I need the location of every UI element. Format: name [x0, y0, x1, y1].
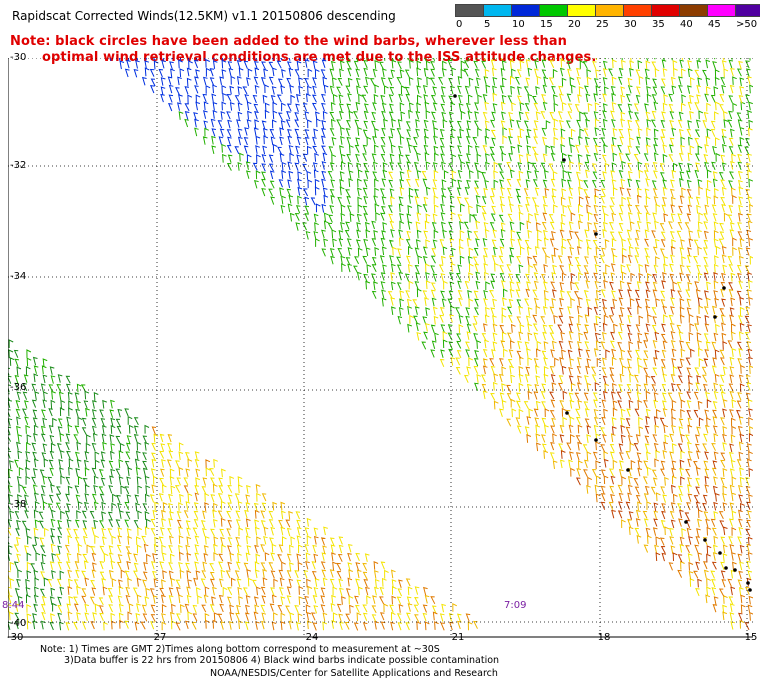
wind-barb-group: [67, 187, 753, 631]
footer-line-2: 3)Data buffer is 22 hrs from 20150806 4)…: [64, 655, 500, 666]
wind-barb-group: [8, 58, 753, 631]
contamination-dot: [748, 588, 752, 592]
contamination-dot: [626, 468, 630, 472]
footer-notes: Note: 1) Times are GMT 2)Times along bot…: [40, 644, 499, 666]
lon-label-21: -21: [448, 632, 465, 643]
legend-label: 20: [568, 19, 581, 30]
lat-label-40: -40: [10, 618, 27, 629]
legend-label: 35: [652, 19, 665, 30]
legend-label: 5: [484, 19, 491, 30]
contamination-dot: [562, 158, 566, 162]
legend-label: 25: [596, 19, 609, 30]
contamination-dot: [453, 94, 457, 98]
lat-label-38: -38: [10, 499, 27, 510]
wind-barb-map: [8, 58, 753, 638]
lon-label-27: -27: [150, 632, 167, 643]
lat-lon-grid: [8, 58, 753, 638]
legend-labels: 0 5 10 15 20 25 30 35 40 45 >50 knots: [455, 17, 760, 31]
contamination-dot: [565, 411, 569, 415]
wind-barb-group: [64, 186, 753, 631]
contamination-dot: [746, 581, 750, 585]
contamination-dot: [718, 551, 722, 555]
legend-swatch: [567, 4, 596, 17]
legend-swatch: [595, 4, 624, 17]
lat-label-34: -34: [10, 271, 27, 282]
wind-barb-group: [8, 339, 151, 631]
legend-label: >50 knots: [736, 19, 760, 30]
legend-label: 30: [624, 19, 637, 30]
contamination-dot: [733, 568, 737, 572]
legend-label: 45: [708, 19, 721, 30]
legend-label: 40: [680, 19, 693, 30]
legend-swatch: [483, 4, 512, 17]
wind-barb-group: [8, 58, 753, 529]
legend-swatch: [651, 4, 680, 17]
legend-color-bar: [455, 4, 760, 17]
contamination-dot: [722, 286, 726, 290]
lat-label-36: -36: [10, 382, 27, 393]
wind-barbs-layer: [8, 58, 753, 631]
footer-line-1: Note: 1) Times are GMT 2)Times along bot…: [40, 644, 440, 655]
map-title: Rapidscat Corrected Winds(12.5KM) v1.1 2…: [12, 9, 396, 23]
legend-swatch: [539, 4, 568, 17]
legend-swatch: [455, 4, 484, 17]
attitude-note: Note: black circles have been added to t…: [10, 34, 596, 66]
legend-label: 0: [456, 19, 463, 30]
contamination-dot: [713, 315, 717, 319]
time-label-right: 7:09: [504, 600, 527, 611]
lon-label-15: -15: [741, 632, 758, 643]
legend-swatch: [707, 4, 736, 17]
wind-speed-legend: 0 5 10 15 20 25 30 35 40 45 >50 knots: [455, 4, 760, 31]
contamination-dot: [684, 520, 688, 524]
legend-swatch: [511, 4, 540, 17]
legend-swatch: [679, 4, 708, 17]
legend-label: 15: [540, 19, 553, 30]
time-label-left: 8:44: [2, 600, 25, 611]
lon-label-18: -18: [594, 632, 611, 643]
legend-label: 10: [512, 19, 525, 30]
lon-label-24: -24: [302, 632, 319, 643]
legend-swatch: [735, 4, 760, 17]
contamination-dot: [594, 438, 598, 442]
note-line-1: Note: black circles have been added to t…: [10, 34, 568, 49]
wind-barb-group: [109, 58, 329, 213]
contamination-dot: [594, 232, 598, 236]
lon-label-30: -30: [7, 632, 24, 643]
footer-credit: NOAA/NESDIS/Center for Satellite Applica…: [210, 668, 498, 679]
contamination-circles: [453, 94, 752, 592]
lat-label-30: -30: [10, 52, 27, 63]
lat-label-32: -32: [10, 160, 27, 171]
wind-barb-group: [549, 272, 753, 631]
contamination-dot: [703, 538, 707, 542]
contamination-dot: [724, 566, 728, 570]
legend-swatch: [623, 4, 652, 17]
